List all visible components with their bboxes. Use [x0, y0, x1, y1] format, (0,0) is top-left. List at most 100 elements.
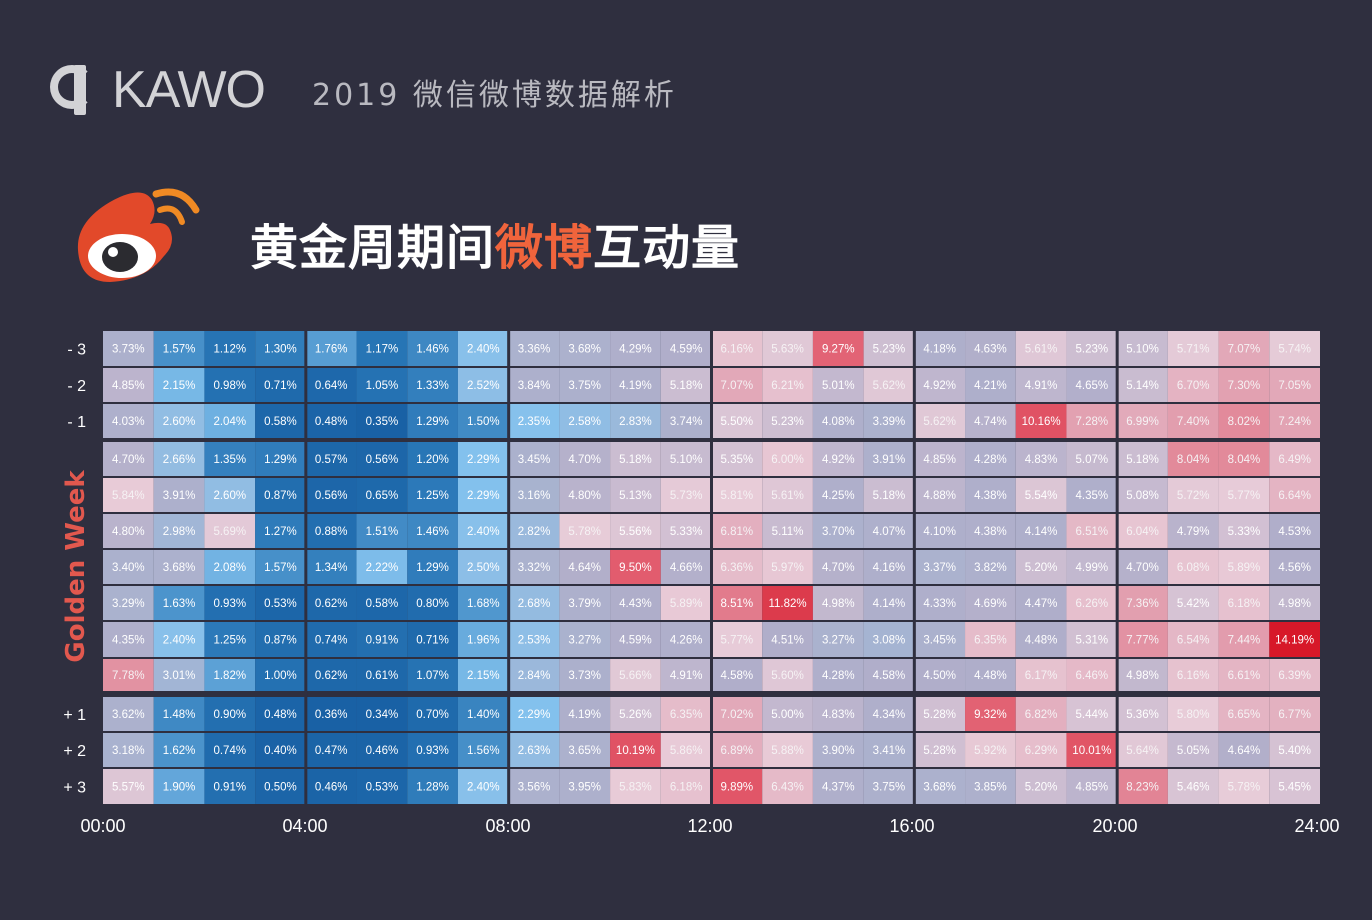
cell-value-label: 5.05% [1177, 745, 1210, 757]
cell-value-label: 5.89% [1228, 562, 1261, 574]
cell-value-label: 4.91% [670, 670, 703, 682]
heatmap-cell [305, 478, 357, 512]
cell-value-label: 0.53% [264, 598, 297, 610]
heatmap-cell [103, 478, 154, 512]
heatmap-cell [863, 442, 915, 476]
heatmap-cell [1066, 331, 1118, 366]
heatmap-cell [1066, 733, 1118, 767]
cell-value-label: 5.18% [1126, 454, 1159, 466]
cell-value-label: 5.61% [771, 490, 804, 502]
cell-value-label: 2.98% [163, 526, 196, 538]
cell-value-label: 3.70% [822, 526, 855, 538]
cell-value-label: 4.80% [568, 490, 601, 502]
cell-value-label: 5.73% [670, 490, 703, 502]
cell-value-label: 8.23% [1126, 782, 1159, 794]
heatmap-cell [457, 769, 509, 804]
heatmap-cell [1218, 769, 1270, 804]
cell-value-label: 0.47% [315, 745, 348, 757]
x-tick-label: 24:00 [1294, 816, 1339, 836]
heatmap-cell [1066, 550, 1118, 584]
cell-value-label: 5.72% [1177, 490, 1210, 502]
heatmap-cell [1015, 733, 1067, 767]
cell-value-label: 6.35% [670, 709, 703, 721]
cell-value-label: 5.50% [721, 416, 754, 428]
heatmap-cell [407, 331, 458, 366]
heatmap-cell [1117, 622, 1168, 657]
cell-value-label: 3.29% [112, 598, 145, 610]
cell-value-label: 2.40% [467, 344, 500, 356]
cell-value-label: 2.58% [568, 416, 601, 428]
cell-value-label: 4.98% [822, 598, 855, 610]
cell-value-label: 4.83% [822, 709, 855, 721]
cell-value-label: 1.07% [416, 670, 449, 682]
heatmap-cell [1066, 697, 1118, 731]
heatmap-cell [255, 697, 306, 731]
cell-value-label: 5.23% [873, 344, 906, 356]
cell-value-label: 4.64% [1228, 745, 1261, 757]
cell-value-label: 5.60% [771, 670, 804, 682]
heatmap-cell [711, 478, 763, 512]
heatmap-cell [762, 659, 813, 691]
heatmap-cell [914, 478, 966, 512]
cell-value-label: 0.56% [366, 454, 399, 466]
cell-value-label: 5.46% [1177, 782, 1210, 794]
heatmap-cell [1269, 442, 1320, 476]
heatmap-cell [1066, 622, 1118, 657]
heatmap-cell [508, 514, 560, 548]
cell-value-label: 0.61% [366, 670, 399, 682]
cell-value-label: 4.70% [568, 454, 601, 466]
cell-value-label: 1.30% [264, 344, 297, 356]
cell-value-label: 5.44% [1076, 709, 1109, 721]
cell-value-label: 10.19% [616, 745, 655, 757]
cell-value-label: 3.01% [163, 670, 196, 682]
heatmap-cell [305, 331, 357, 366]
header-subtitle: 2019 微信微博数据解析 [312, 78, 677, 113]
cell-value-label: 5.07% [1076, 454, 1109, 466]
cell-value-label: 1.34% [315, 562, 348, 574]
cell-value-label: 4.34% [873, 709, 906, 721]
cell-value-label: 2.83% [619, 416, 652, 428]
cell-value-label: 8.04% [1177, 454, 1210, 466]
heatmap-cell [255, 514, 306, 548]
cell-value-label: 4.59% [670, 344, 703, 356]
cell-value-label: 5.10% [1126, 344, 1159, 356]
cell-value-label: 4.64% [568, 562, 601, 574]
cell-value-label: 0.48% [315, 416, 348, 428]
cell-value-label: 6.16% [721, 344, 754, 356]
cell-value-label: 5.78% [1228, 782, 1261, 794]
cell-value-label: 3.74% [670, 416, 703, 428]
cell-value-label: 1.50% [467, 416, 500, 428]
heatmap-cell [204, 442, 256, 476]
cell-value-label: 4.38% [974, 490, 1007, 502]
heatmap-cell [407, 404, 458, 438]
heatmap-cell [1269, 622, 1320, 657]
cell-value-label: 4.33% [923, 598, 956, 610]
cell-value-label: 0.62% [315, 670, 348, 682]
heatmap-cell [407, 659, 458, 691]
cell-value-label: 3.36% [518, 344, 551, 356]
heatmap-cell [1015, 586, 1067, 620]
heatmap-cell [660, 368, 712, 402]
heatmap-cell [711, 514, 763, 548]
heatmap-cell [103, 368, 154, 402]
cell-value-label: 2.40% [467, 782, 500, 794]
cell-value-label: 1.57% [163, 344, 196, 356]
cell-value-label: 1.82% [213, 670, 246, 682]
heatmap-cell [1015, 368, 1067, 402]
cell-value-label: 4.59% [619, 635, 652, 647]
cell-value-label: 6.82% [1025, 709, 1058, 721]
heatmap-cell [660, 514, 712, 548]
heatmap-cell [255, 659, 306, 691]
heatmap-cell [508, 478, 560, 512]
cell-value-label: 6.51% [1076, 526, 1109, 538]
cell-value-label: 3.90% [822, 745, 855, 757]
cell-value-label: 5.71% [1177, 344, 1210, 356]
heatmap-cell [1167, 697, 1219, 731]
cell-value-label: 0.74% [315, 635, 348, 647]
cell-value-label: 6.16% [1177, 670, 1210, 682]
cell-value-label: 4.35% [112, 635, 145, 647]
cell-value-label: 1.00% [264, 670, 297, 682]
cell-value-label: 1.90% [163, 782, 196, 794]
cell-value-label: 4.85% [112, 380, 145, 392]
heatmap-cell [863, 368, 915, 402]
